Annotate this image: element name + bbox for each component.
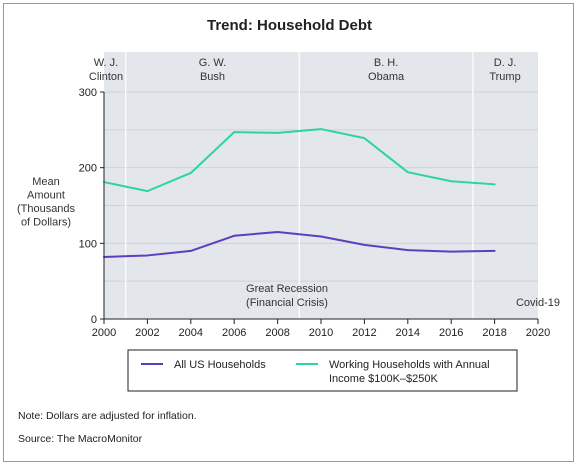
inflation-note: Note: Dollars are adjusted for inflation… [18,410,197,422]
series-0-point-2004 [190,250,192,252]
legend: All US Households Working Households with… [127,349,518,392]
axes: 2000 2002 2004 2006 2008 2010 2012 2014 2016 2018… [79,87,551,339]
series-1-point-2012 [363,137,366,139]
series-line-1 [103,128,496,193]
presidency-label-2-0: B. H. [374,57,398,69]
presidency-label-1-0: G. W. [199,57,227,69]
x-tick-label-2020: 2020 [526,327,550,339]
presidency-label-0-0: W. J. [94,57,118,69]
y-tick-label-300: 300 [79,87,97,99]
y-axis-label-line-2: (Thousands [17,203,76,215]
x-tick-label-2000: 2000 [92,327,116,339]
series-0-point-2002 [146,254,149,257]
series-1-point-2010 [320,128,322,130]
y-axis-label-line-0: Mean [32,176,60,188]
series-0-point-2012 [363,244,366,246]
x-tick-label-2004: 2004 [179,327,203,339]
y-tick-label-100: 100 [79,238,97,250]
presidency-dividers [125,52,474,319]
x-tick-label-2006: 2006 [222,327,246,339]
annotations: Great Recession (Financial Crisis) Covid-1… [246,283,560,309]
series-1-point-2014 [407,171,409,174]
x-tick-label-2016: 2016 [439,327,463,339]
y-axis-label: Mean Amount(Thousands of Dollars) [17,176,76,229]
y-axis-label-line-1: Amount [27,190,65,202]
series-1-point-2002 [146,190,149,192]
presidency-label-2-1: Obama [368,71,405,83]
series-line-0 [103,230,496,258]
legend-box [127,349,518,392]
series-1-point-2004 [190,172,192,174]
series-1-point-2008 [276,132,279,134]
series-0-point-2006 [233,234,235,237]
series-1-point-2016 [450,180,453,183]
legend-label-1-line-0: Working Households with Annual [329,359,490,371]
x-tick-label-2014: 2014 [396,327,420,339]
series-0-point-2008 [276,231,279,233]
series-0-point-2010 [320,235,322,238]
series-lines [103,128,496,258]
series-0-point-2014 [407,249,409,251]
x-tick-label-2018: 2018 [482,327,506,339]
y-tick-label-200: 200 [79,163,97,175]
x-tick-label-2012: 2012 [352,327,376,339]
chart-title: Trend: Household Debt [207,17,372,34]
presidency-label-1-1: Bush [200,71,225,83]
y-tick-label-0: 0 [91,314,97,326]
legend-label-0: All US Households [174,359,266,371]
x-tick-label-2008: 2008 [265,327,289,339]
plot-area [104,52,538,319]
y-axis-label-line-3: of Dollars) [21,217,71,229]
presidency-labels: W. J. Clinton G. W. Bush B. H. Obama D. J. Trum… [89,57,521,83]
plot-background [104,52,538,319]
source-note: Source: The MacroMonitor [18,433,143,445]
presidency-label-0-1: Clinton [89,71,123,83]
chart-frame [3,3,574,462]
legend-label-1-line-1: Income $100K–$250K [329,373,439,385]
presidency-label-3-0: D. J. [494,57,517,69]
annotation-great-recession-1: (Financial Crisis) [246,297,328,309]
series-1-point-2018 [493,183,496,186]
annotation-covid: Covid-19 [516,297,560,309]
series-1-point-2006 [233,131,235,133]
x-tick-label-2002: 2002 [135,327,159,339]
annotation-great-recession-0: Great Recession [246,283,328,295]
series-0-point-2018 [493,250,496,252]
presidency-label-3-1: Trump [489,71,520,83]
series-0-point-2016 [450,250,453,253]
x-tick-label-2010: 2010 [309,327,333,339]
